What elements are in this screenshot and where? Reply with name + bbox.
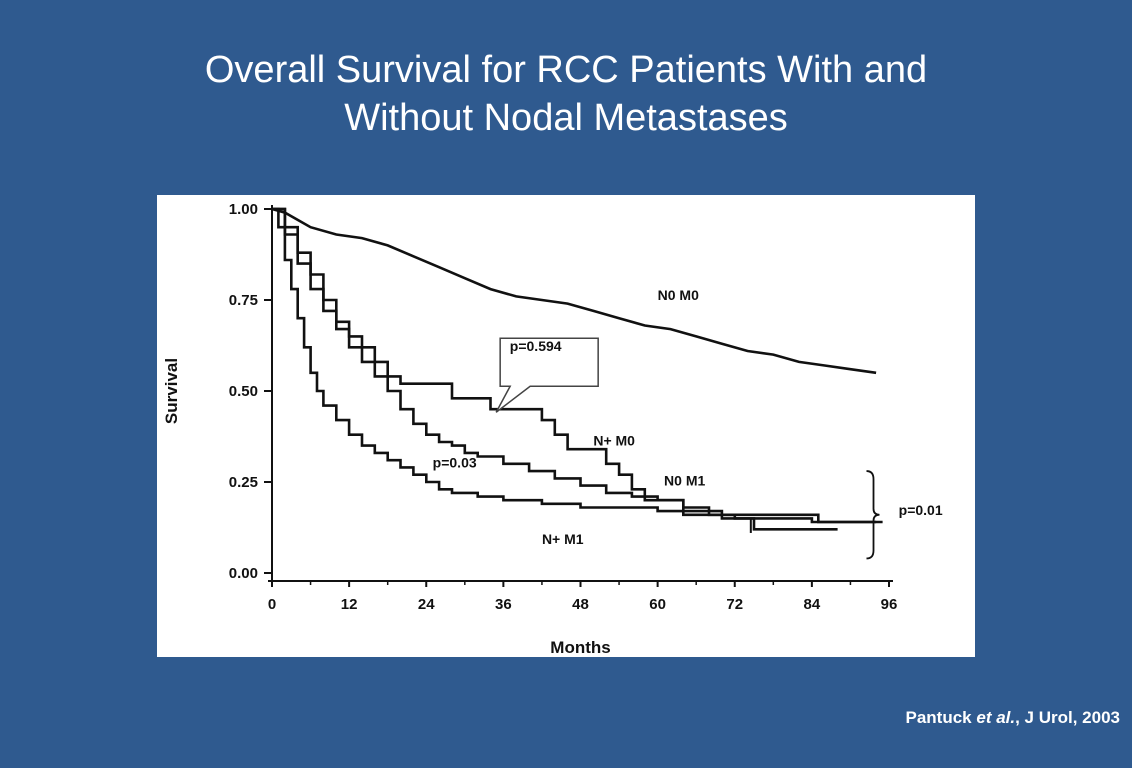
x-tick-label: 36 <box>495 596 512 613</box>
citation: Pantuck et al., J Urol, 2003 <box>906 708 1121 728</box>
annotation-nplus-m1: N+ M1 <box>542 531 584 547</box>
y-tick-label: 0.00 <box>229 565 258 582</box>
x-axis-title: Months <box>550 638 610 657</box>
x-tick-label: 96 <box>881 596 898 613</box>
x-tick-label: 0 <box>268 596 276 613</box>
y-axis-title: Survival <box>162 358 181 424</box>
y-tick-label: 1.00 <box>229 201 258 218</box>
x-tick-label: 60 <box>649 596 666 613</box>
pvalue-brace <box>866 470 880 560</box>
x-tick-label: 24 <box>418 596 435 613</box>
survival-chart: 0 12 24 36 48 60 72 84 96 0.00 0.25 0.50 0.75 1.00 Mon… <box>162 201 943 657</box>
slide-title-line1: Overall Survival for RCC Patients With a… <box>204 49 928 91</box>
x-tick-label: 84 <box>804 596 821 613</box>
survival-curve-nplus-m1 <box>272 207 877 524</box>
annotation-n0-m0: N0 M0 <box>658 287 699 303</box>
y-tick-label: 0.50 <box>229 383 258 400</box>
survival-curve-n0-m1 <box>272 207 883 524</box>
citation-journal: , J Urol, 2003 <box>1015 708 1120 727</box>
annotation-p-0-01: p=0.01 <box>899 502 943 518</box>
annotation-n0-m1: N0 M1 <box>664 473 705 489</box>
citation-etal: et al. <box>976 708 1016 727</box>
annotation-p-0-594: p=0.594 <box>510 338 562 354</box>
slide-title-line2: Without Nodal Metastases <box>344 97 788 139</box>
x-tick-label: 72 <box>726 596 743 613</box>
survival-curve-n0-m0 <box>271 207 877 375</box>
y-tick-label: 0.75 <box>229 292 258 309</box>
annotation-nplus-m0: N+ M0 <box>593 433 635 449</box>
x-tick-label: 48 <box>572 596 589 613</box>
annotation-p-0-03: p=0.03 <box>433 454 477 470</box>
pvalue-callout-box <box>495 337 599 413</box>
y-tick-label: 0.25 <box>229 474 258 491</box>
citation-author: Pantuck <box>905 708 977 727</box>
slide-title: Overall Survival for RCC Patients With a… <box>60 46 1072 142</box>
survival-curve-nplus-m0 <box>272 207 838 531</box>
chart-panel: 0 12 24 36 48 60 72 84 96 0.00 0.25 0.50 0.75 1.00 Mon… <box>157 195 975 657</box>
x-tick-label: 12 <box>341 596 358 613</box>
